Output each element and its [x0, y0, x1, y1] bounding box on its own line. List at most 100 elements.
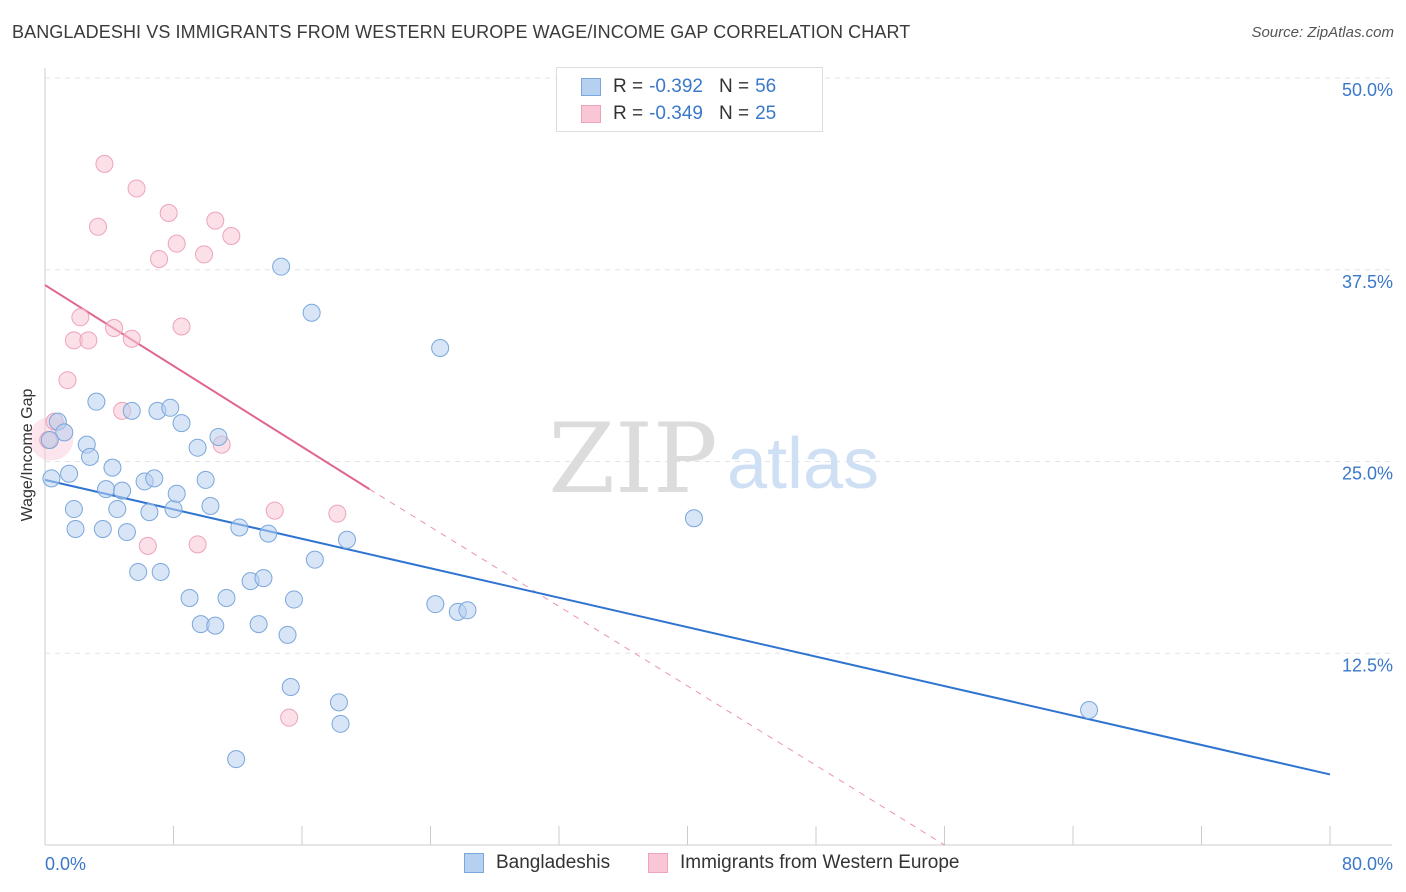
- point-bangladeshi: [129, 562, 148, 581]
- legend-r-value: -0.349: [649, 103, 703, 124]
- point-western-europe: [105, 319, 124, 338]
- point-bangladeshi: [259, 524, 278, 543]
- point-bangladeshi: [272, 257, 291, 276]
- legend-swatch-blue: [581, 78, 601, 96]
- point-bangladeshi: [108, 500, 127, 519]
- legend-n-value: 25: [755, 103, 777, 124]
- point-bangladeshi: [64, 500, 83, 519]
- point-bangladeshi: [209, 427, 228, 446]
- point-western-europe: [150, 250, 169, 269]
- source-label: Source: ZipAtlas.com: [1251, 24, 1394, 41]
- point-western-europe: [265, 501, 284, 520]
- point-western-europe: [172, 317, 191, 336]
- bottom-legend-label: Bangladeshis: [496, 852, 611, 873]
- point-bangladeshi: [254, 569, 273, 588]
- point-bangladeshi: [331, 714, 350, 733]
- point-bangladeshi: [40, 431, 59, 450]
- point-western-europe: [89, 217, 108, 236]
- point-bangladeshi: [281, 677, 300, 696]
- x-tick-label: 80.0%: [1342, 854, 1393, 874]
- point-bangladeshi: [1080, 701, 1099, 720]
- point-western-europe: [188, 535, 207, 554]
- grid-lines: [45, 77, 1392, 654]
- legend-n-label: N =: [718, 76, 750, 97]
- point-bangladeshi: [249, 615, 268, 634]
- legend-row-western-europe: R = -0.349 N = 25: [581, 102, 776, 126]
- point-western-europe: [206, 211, 225, 230]
- y-axis-label: Wage/Income Gap: [19, 388, 36, 522]
- tick-labels: 12.5% 25.0% 37.5% 50.0% 0.0% 80.0%: [45, 80, 1393, 874]
- point-bangladeshi: [337, 530, 356, 549]
- watermark-atlas: atlas: [727, 424, 879, 504]
- point-western-europe: [58, 371, 77, 390]
- bottom-legend-label: Immigrants from Western Europe: [680, 852, 960, 873]
- point-bangladeshi: [151, 562, 170, 581]
- point-bangladeshi: [80, 447, 99, 466]
- bottom-legend-western-europe: Immigrants from Western Europe: [648, 852, 959, 874]
- point-western-europe: [71, 308, 90, 327]
- x-tick-label: 0.0%: [45, 854, 86, 874]
- point-western-europe: [138, 536, 157, 555]
- point-western-europe: [328, 504, 347, 523]
- point-bangladeshi: [93, 519, 112, 538]
- point-bangladeshi: [117, 523, 136, 542]
- point-bangladeshi: [305, 550, 324, 569]
- point-bangladeshi: [60, 464, 79, 483]
- point-bangladeshi: [426, 595, 445, 614]
- point-western-europe: [159, 203, 178, 222]
- point-bangladeshi: [172, 414, 191, 433]
- legend-r-label: R =: [613, 103, 644, 124]
- point-bangladeshi: [66, 519, 85, 538]
- point-bangladeshi: [164, 500, 183, 519]
- point-bangladeshi: [230, 518, 249, 537]
- watermark-zip: ZIP: [548, 403, 717, 515]
- point-bangladeshi: [196, 470, 215, 489]
- point-western-europe: [195, 245, 214, 264]
- point-bangladeshi: [188, 438, 207, 457]
- point-bangladeshi: [302, 303, 321, 322]
- point-bangladeshi: [227, 750, 246, 769]
- y-tick-label: 50.0%: [1342, 80, 1393, 100]
- trend-line-western-europe: [44, 284, 370, 490]
- point-western-europe: [95, 154, 114, 173]
- point-bangladeshi: [458, 601, 477, 620]
- trend-line-bangladeshi: [44, 478, 1331, 776]
- y-tick-label: 37.5%: [1342, 272, 1393, 292]
- point-bangladeshi: [42, 469, 61, 488]
- point-bangladeshi: [206, 616, 225, 635]
- point-western-europe: [122, 329, 141, 348]
- stats-legend: R = -0.392 N = 56 R = -0.349 N = 25: [556, 67, 823, 132]
- point-bangladeshi: [278, 625, 297, 644]
- axes: [44, 68, 1392, 846]
- point-bangladeshi: [113, 481, 132, 500]
- legend-n-label: N =: [718, 103, 750, 124]
- point-bangladeshi: [122, 401, 141, 420]
- legend-n-value: 56: [755, 76, 777, 97]
- point-bangladeshi: [55, 423, 74, 442]
- point-bangladeshi: [284, 590, 303, 609]
- point-western-europe: [127, 179, 146, 198]
- trend-line-extension-western-europe: [369, 488, 945, 846]
- point-bangladeshi: [180, 589, 199, 608]
- watermark: ZIP atlas: [548, 403, 879, 515]
- trend-lines: [44, 284, 1331, 846]
- point-western-europe: [222, 227, 241, 246]
- point-bangladeshi: [684, 509, 703, 528]
- point-western-europe: [280, 708, 299, 727]
- point-bangladeshi: [431, 338, 450, 357]
- point-bangladeshi: [97, 480, 116, 499]
- legend-row-bangladeshi: R = -0.392 N = 56: [581, 75, 776, 99]
- legend-r-value: -0.392: [649, 76, 703, 97]
- point-bangladeshi: [201, 496, 220, 515]
- point-bangladeshi: [217, 589, 236, 608]
- point-bangladeshi: [140, 503, 159, 522]
- bottom-legend-swatch-pink: [648, 853, 668, 873]
- bottom-legend-bangladeshis: Bangladeshis: [464, 852, 610, 874]
- point-bangladeshi: [145, 469, 164, 488]
- bottom-legend-swatch-blue: [464, 853, 484, 873]
- y-tick-label: 12.5%: [1342, 655, 1393, 675]
- point-western-europe: [79, 331, 98, 350]
- point-bangladeshi: [161, 398, 180, 417]
- y-tick-label: 25.0%: [1342, 464, 1393, 484]
